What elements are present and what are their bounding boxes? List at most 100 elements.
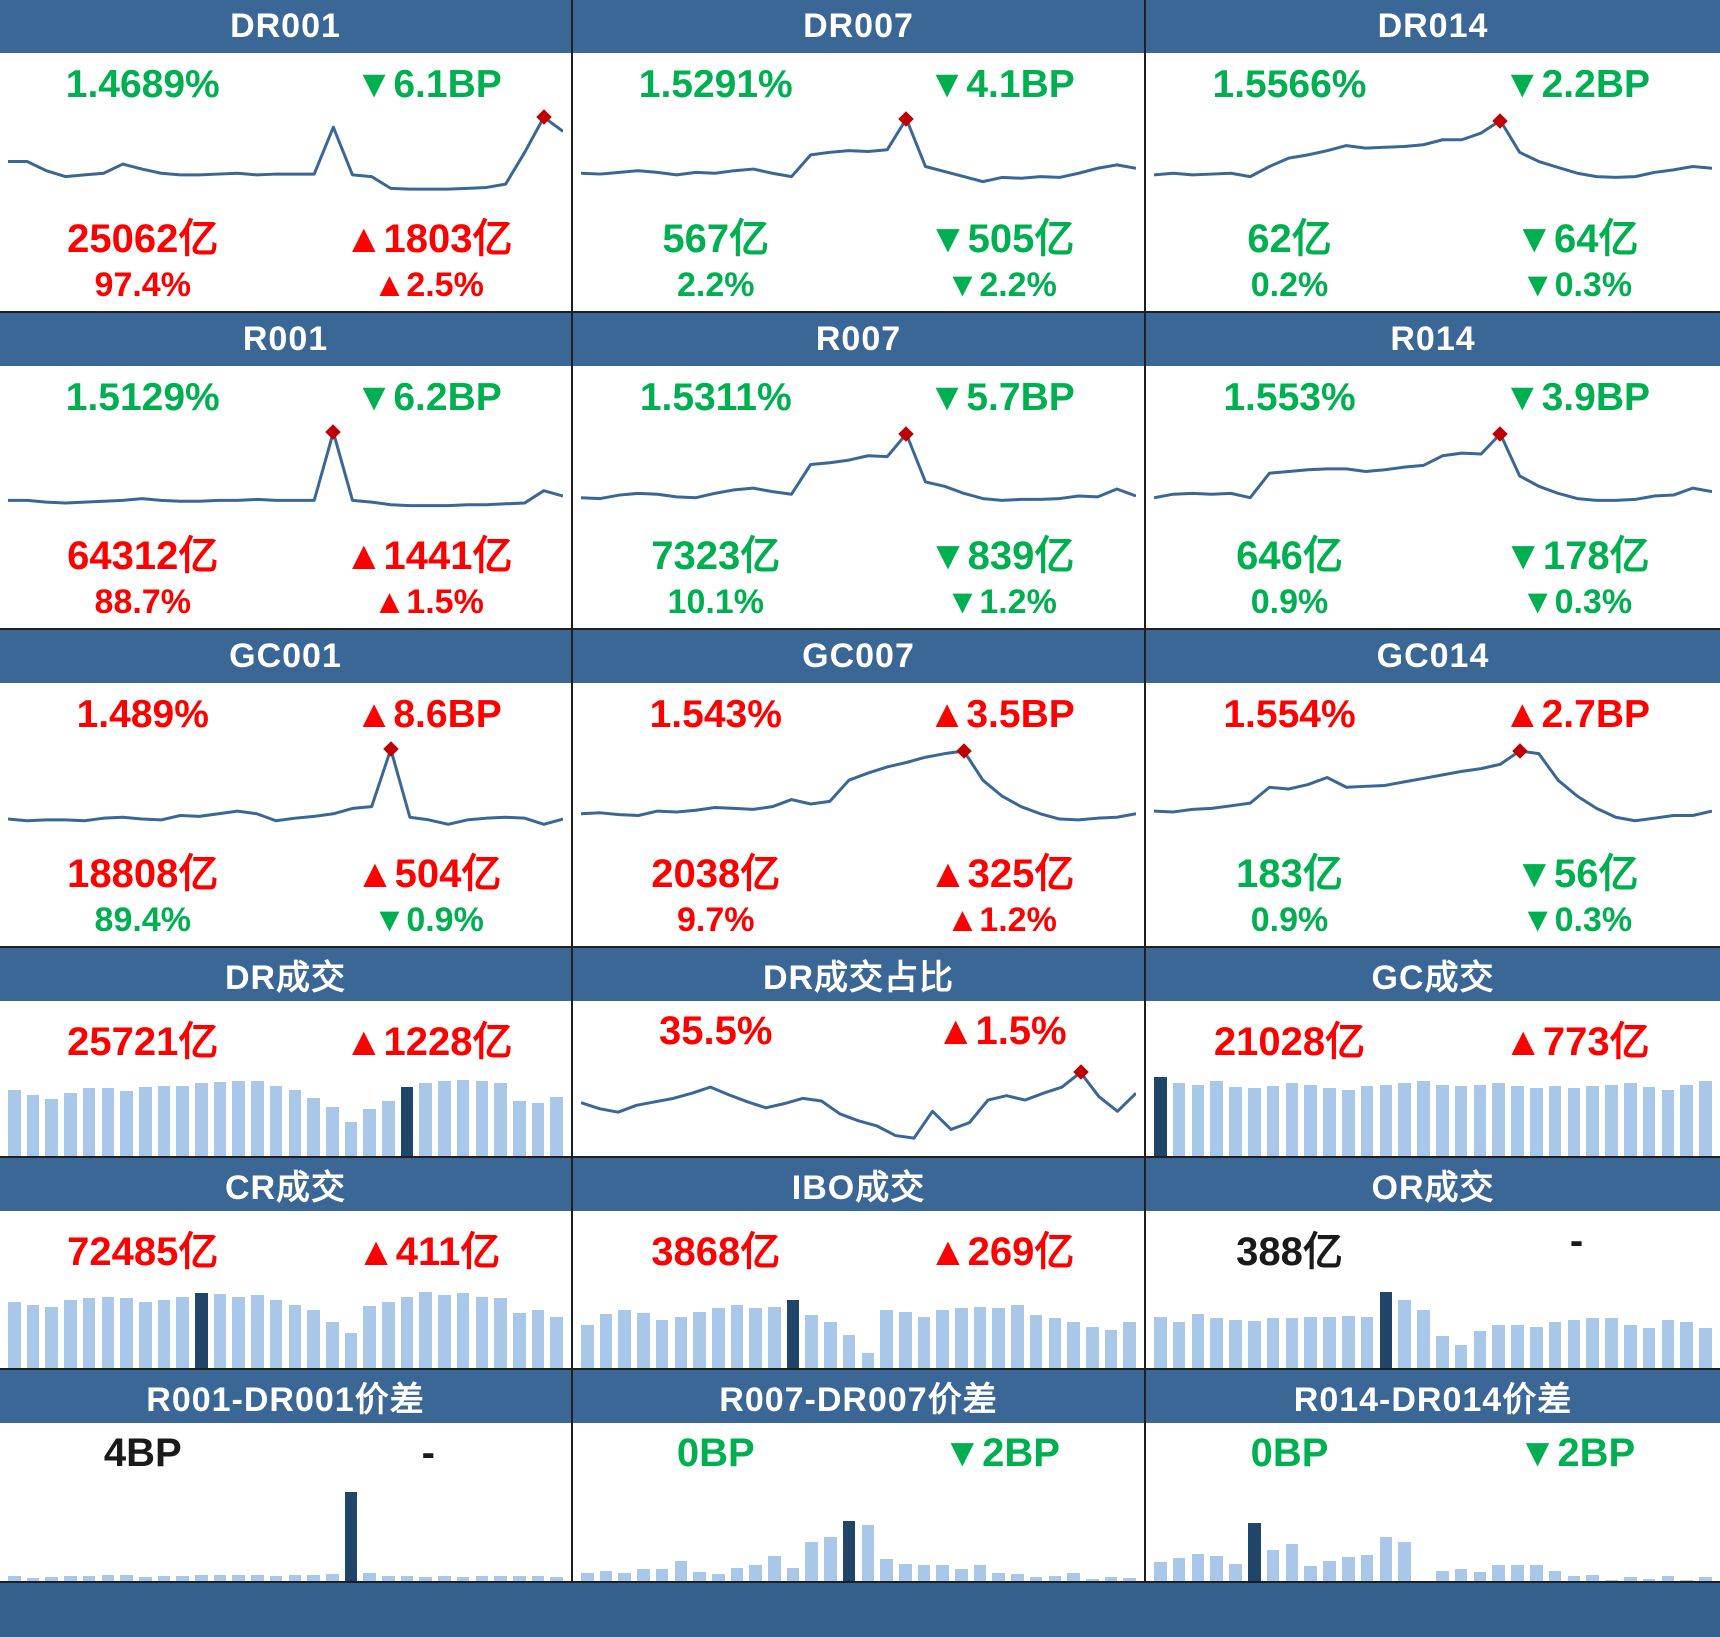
panel-title: GC007 <box>573 630 1144 683</box>
volume-bar <box>1454 1569 1468 1581</box>
rate-value: 1.553% <box>1223 376 1356 419</box>
volume-bar <box>1048 1318 1062 1368</box>
sparkline-chart <box>581 741 1136 837</box>
volume-bar <box>1699 1577 1712 1581</box>
spread-change: ▼2BP <box>1517 1431 1636 1475</box>
volume-bar <box>1417 1309 1430 1368</box>
volume-bar <box>269 1576 283 1581</box>
spread-bar-chart <box>8 1484 563 1581</box>
volume-bar <box>213 1575 227 1581</box>
volume-value: 646亿 <box>1236 534 1343 578</box>
volume-bar-chart <box>1154 1075 1712 1156</box>
panel-title: DR001 <box>0 0 571 53</box>
volume-change: ▲269亿 <box>928 1230 1075 1274</box>
rate-value: 1.543% <box>649 693 782 736</box>
sparkline-chart <box>581 111 1136 202</box>
volume-bar <box>1210 1318 1224 1368</box>
volume-bar <box>1605 1318 1618 1368</box>
volume-bar <box>1529 1087 1543 1156</box>
volume-bar <box>400 1576 414 1581</box>
volume-value: 72485亿 <box>67 1230 219 1274</box>
share-change: ▼0.3% <box>1520 266 1633 304</box>
volume-bar <box>1586 1086 1599 1156</box>
volume-bar <box>693 1311 706 1368</box>
volume-bar <box>1699 1328 1712 1368</box>
panel-cr-volume: CR成交 72485亿 ▲411亿 <box>0 1158 573 1370</box>
highlighted-bar <box>1154 1077 1167 1156</box>
volume-bar <box>213 1082 227 1156</box>
volume-bar <box>232 1297 246 1368</box>
volume-bar <box>1473 1572 1487 1581</box>
panel-title: R001-DR001价差 <box>0 1370 571 1423</box>
volume-bar <box>1417 1081 1430 1156</box>
volume-bar <box>1266 1318 1280 1368</box>
rate-change: ▼5.7BP <box>927 376 1075 419</box>
volume-bar <box>1304 1566 1318 1581</box>
panel-dr-share: DR成交占比 35.5% ▲1.5% <box>573 948 1146 1158</box>
volume-bar <box>1548 1086 1562 1156</box>
panel-r001: R001 1.5129% ▼6.2BP 64312亿 ▲1441亿 88.7% ▲1.… <box>0 313 573 630</box>
volume-bar <box>251 1294 264 1368</box>
volume-bar <box>786 1568 800 1581</box>
volume-bar <box>26 1578 40 1581</box>
volume-bar <box>344 1121 358 1156</box>
volume-bar <box>1011 1574 1024 1581</box>
share-value: 89.4% <box>94 901 191 939</box>
volume-value: 7323亿 <box>651 534 781 578</box>
volume-bar <box>1511 1565 1524 1581</box>
volume-bar <box>512 1100 526 1156</box>
volume-bar <box>1285 1544 1299 1581</box>
volume-bar <box>880 1309 893 1368</box>
volume-bar <box>475 1576 489 1581</box>
volume-bar <box>325 1107 339 1156</box>
volume-bar <box>1548 1322 1562 1368</box>
volume-bar <box>1680 1580 1693 1581</box>
volume-bar <box>1154 1316 1167 1368</box>
volume-bar <box>438 1576 451 1581</box>
sparkline-chart <box>581 424 1136 519</box>
volume-bar <box>1661 1576 1675 1581</box>
rate-change: ▼4.1BP <box>927 63 1075 106</box>
volume-bar <box>824 1321 837 1368</box>
panel-title: GC成交 <box>1146 948 1720 1001</box>
volume-bar <box>475 1296 489 1368</box>
volume-bar <box>232 1080 246 1156</box>
volume-bar <box>269 1086 283 1156</box>
volume-bar <box>1085 1579 1099 1581</box>
volume-bar <box>711 1308 725 1368</box>
volume-bar <box>842 1334 856 1368</box>
volume-bar <box>1029 1314 1043 1368</box>
volume-bar <box>494 1576 507 1581</box>
panel-title: DR成交占比 <box>573 948 1144 1001</box>
panel-title: GC014 <box>1146 630 1720 683</box>
volume-bar <box>120 1091 133 1156</box>
volume-bar <box>269 1299 283 1368</box>
volume-bar <box>101 1575 115 1581</box>
volume-bar <box>898 1311 912 1368</box>
volume-change: ▲1441亿 <box>343 534 513 578</box>
volume-bar <box>749 1565 762 1581</box>
highlighted-bar <box>195 1293 208 1368</box>
volume-bar <box>1473 1084 1487 1156</box>
volume-bar <box>674 1316 688 1368</box>
spread-bar-chart <box>1154 1484 1712 1581</box>
volume-value: 25721亿 <box>67 1020 219 1064</box>
panel-title: DR014 <box>1146 0 1720 53</box>
volume-bar <box>288 1304 302 1368</box>
volume-bar <box>824 1537 837 1581</box>
volume-value: 183亿 <box>1236 852 1343 896</box>
volume-bar <box>1623 1324 1637 1368</box>
volume-bar <box>1642 1087 1656 1156</box>
volume-bar <box>138 1087 152 1156</box>
panel-r007-dr007-spread: R007-DR007价差 0BP ▼2BP <box>573 1370 1146 1583</box>
volume-bar <box>880 1558 893 1581</box>
volume-bar <box>1699 1081 1712 1156</box>
volume-bar <box>1191 1553 1205 1581</box>
volume-bar <box>494 1298 507 1368</box>
volume-bar <box>438 1294 451 1368</box>
share-value: 0.9% <box>1250 901 1329 939</box>
volume-bar <box>861 1353 875 1368</box>
volume-change: ▲1228亿 <box>343 1020 513 1064</box>
volume-bar-chart <box>8 1285 563 1368</box>
highlighted-bar <box>1379 1291 1393 1368</box>
